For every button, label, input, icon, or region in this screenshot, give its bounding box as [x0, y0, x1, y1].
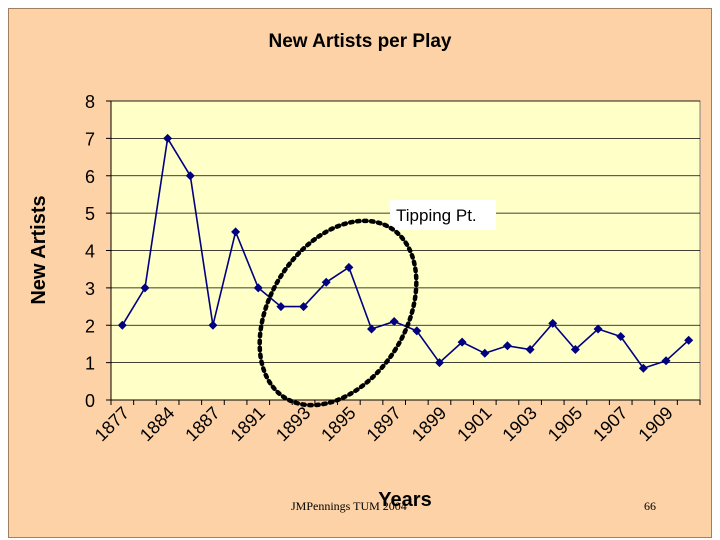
data-point — [253, 283, 263, 293]
data-point — [525, 345, 535, 355]
tipping-point-ellipse — [257, 218, 419, 408]
y-tick-label: 0 — [85, 391, 95, 411]
data-point — [140, 283, 150, 293]
y-tick-label: 4 — [85, 242, 95, 262]
data-point — [117, 320, 127, 330]
data-point — [185, 171, 195, 181]
x-tick-label: 1901 — [453, 403, 495, 445]
data-point — [570, 345, 580, 355]
data-point — [208, 320, 218, 330]
x-tick-label: 1909 — [634, 403, 676, 445]
data-point — [434, 358, 444, 368]
data-point — [231, 227, 241, 237]
data-point — [367, 324, 377, 334]
y-tick-label: 3 — [85, 279, 95, 299]
y-tick-label: 6 — [85, 167, 95, 187]
x-tick-label: 1895 — [317, 403, 359, 445]
y-axis-title: New Artists — [28, 195, 50, 304]
data-point — [502, 341, 512, 351]
x-tick-label: 1899 — [408, 403, 450, 445]
footer-author: JMPennings TUM 2004 — [291, 499, 407, 513]
data-point — [480, 348, 490, 358]
x-tick-label: 1903 — [498, 403, 540, 445]
x-tick-label: 1891 — [227, 403, 269, 445]
data-point — [276, 302, 286, 312]
series — [117, 133, 694, 373]
data-point — [548, 318, 558, 328]
y-tick-label: 5 — [85, 204, 95, 224]
x-tick-label: 1887 — [181, 403, 223, 445]
data-point — [389, 317, 399, 327]
x-tick-label: 1907 — [589, 403, 631, 445]
data-point — [593, 324, 603, 334]
y-tick-label: 1 — [85, 354, 95, 374]
chart-title: New Artists per Play — [268, 31, 451, 52]
data-point — [412, 326, 422, 336]
data-point — [321, 277, 331, 287]
y-axis-ticks: 0 1 2 3 4 5 6 7 8 — [85, 92, 111, 411]
data-point — [163, 133, 173, 143]
x-tick-label: 1877 — [91, 403, 133, 445]
annotation-box — [390, 200, 496, 230]
x-tick-label: 1897 — [363, 403, 405, 445]
page-number: 66 — [644, 499, 656, 513]
data-point — [684, 335, 694, 345]
y-tick-label: 7 — [85, 129, 95, 149]
data-point — [661, 356, 671, 366]
data-point — [299, 302, 309, 312]
x-tick-label: 1905 — [544, 403, 586, 445]
data-point — [638, 363, 648, 373]
data-point — [616, 331, 626, 341]
x-tick-label: 1884 — [136, 403, 178, 445]
x-tick-label: 1893 — [272, 403, 314, 445]
y-tick-label: 8 — [85, 92, 95, 112]
data-point — [344, 262, 354, 272]
y-tick-label: 2 — [85, 316, 95, 336]
annotation-label: Tipping Pt. — [396, 206, 477, 225]
x-axis-title: Years — [378, 489, 431, 511]
data-point — [457, 337, 467, 347]
annotation: Tipping Pt. — [257, 200, 496, 408]
x-axis-ticks: 1877 1884 1887 1891 1893 1895 1897 1899 1901 1903… — [91, 400, 701, 445]
